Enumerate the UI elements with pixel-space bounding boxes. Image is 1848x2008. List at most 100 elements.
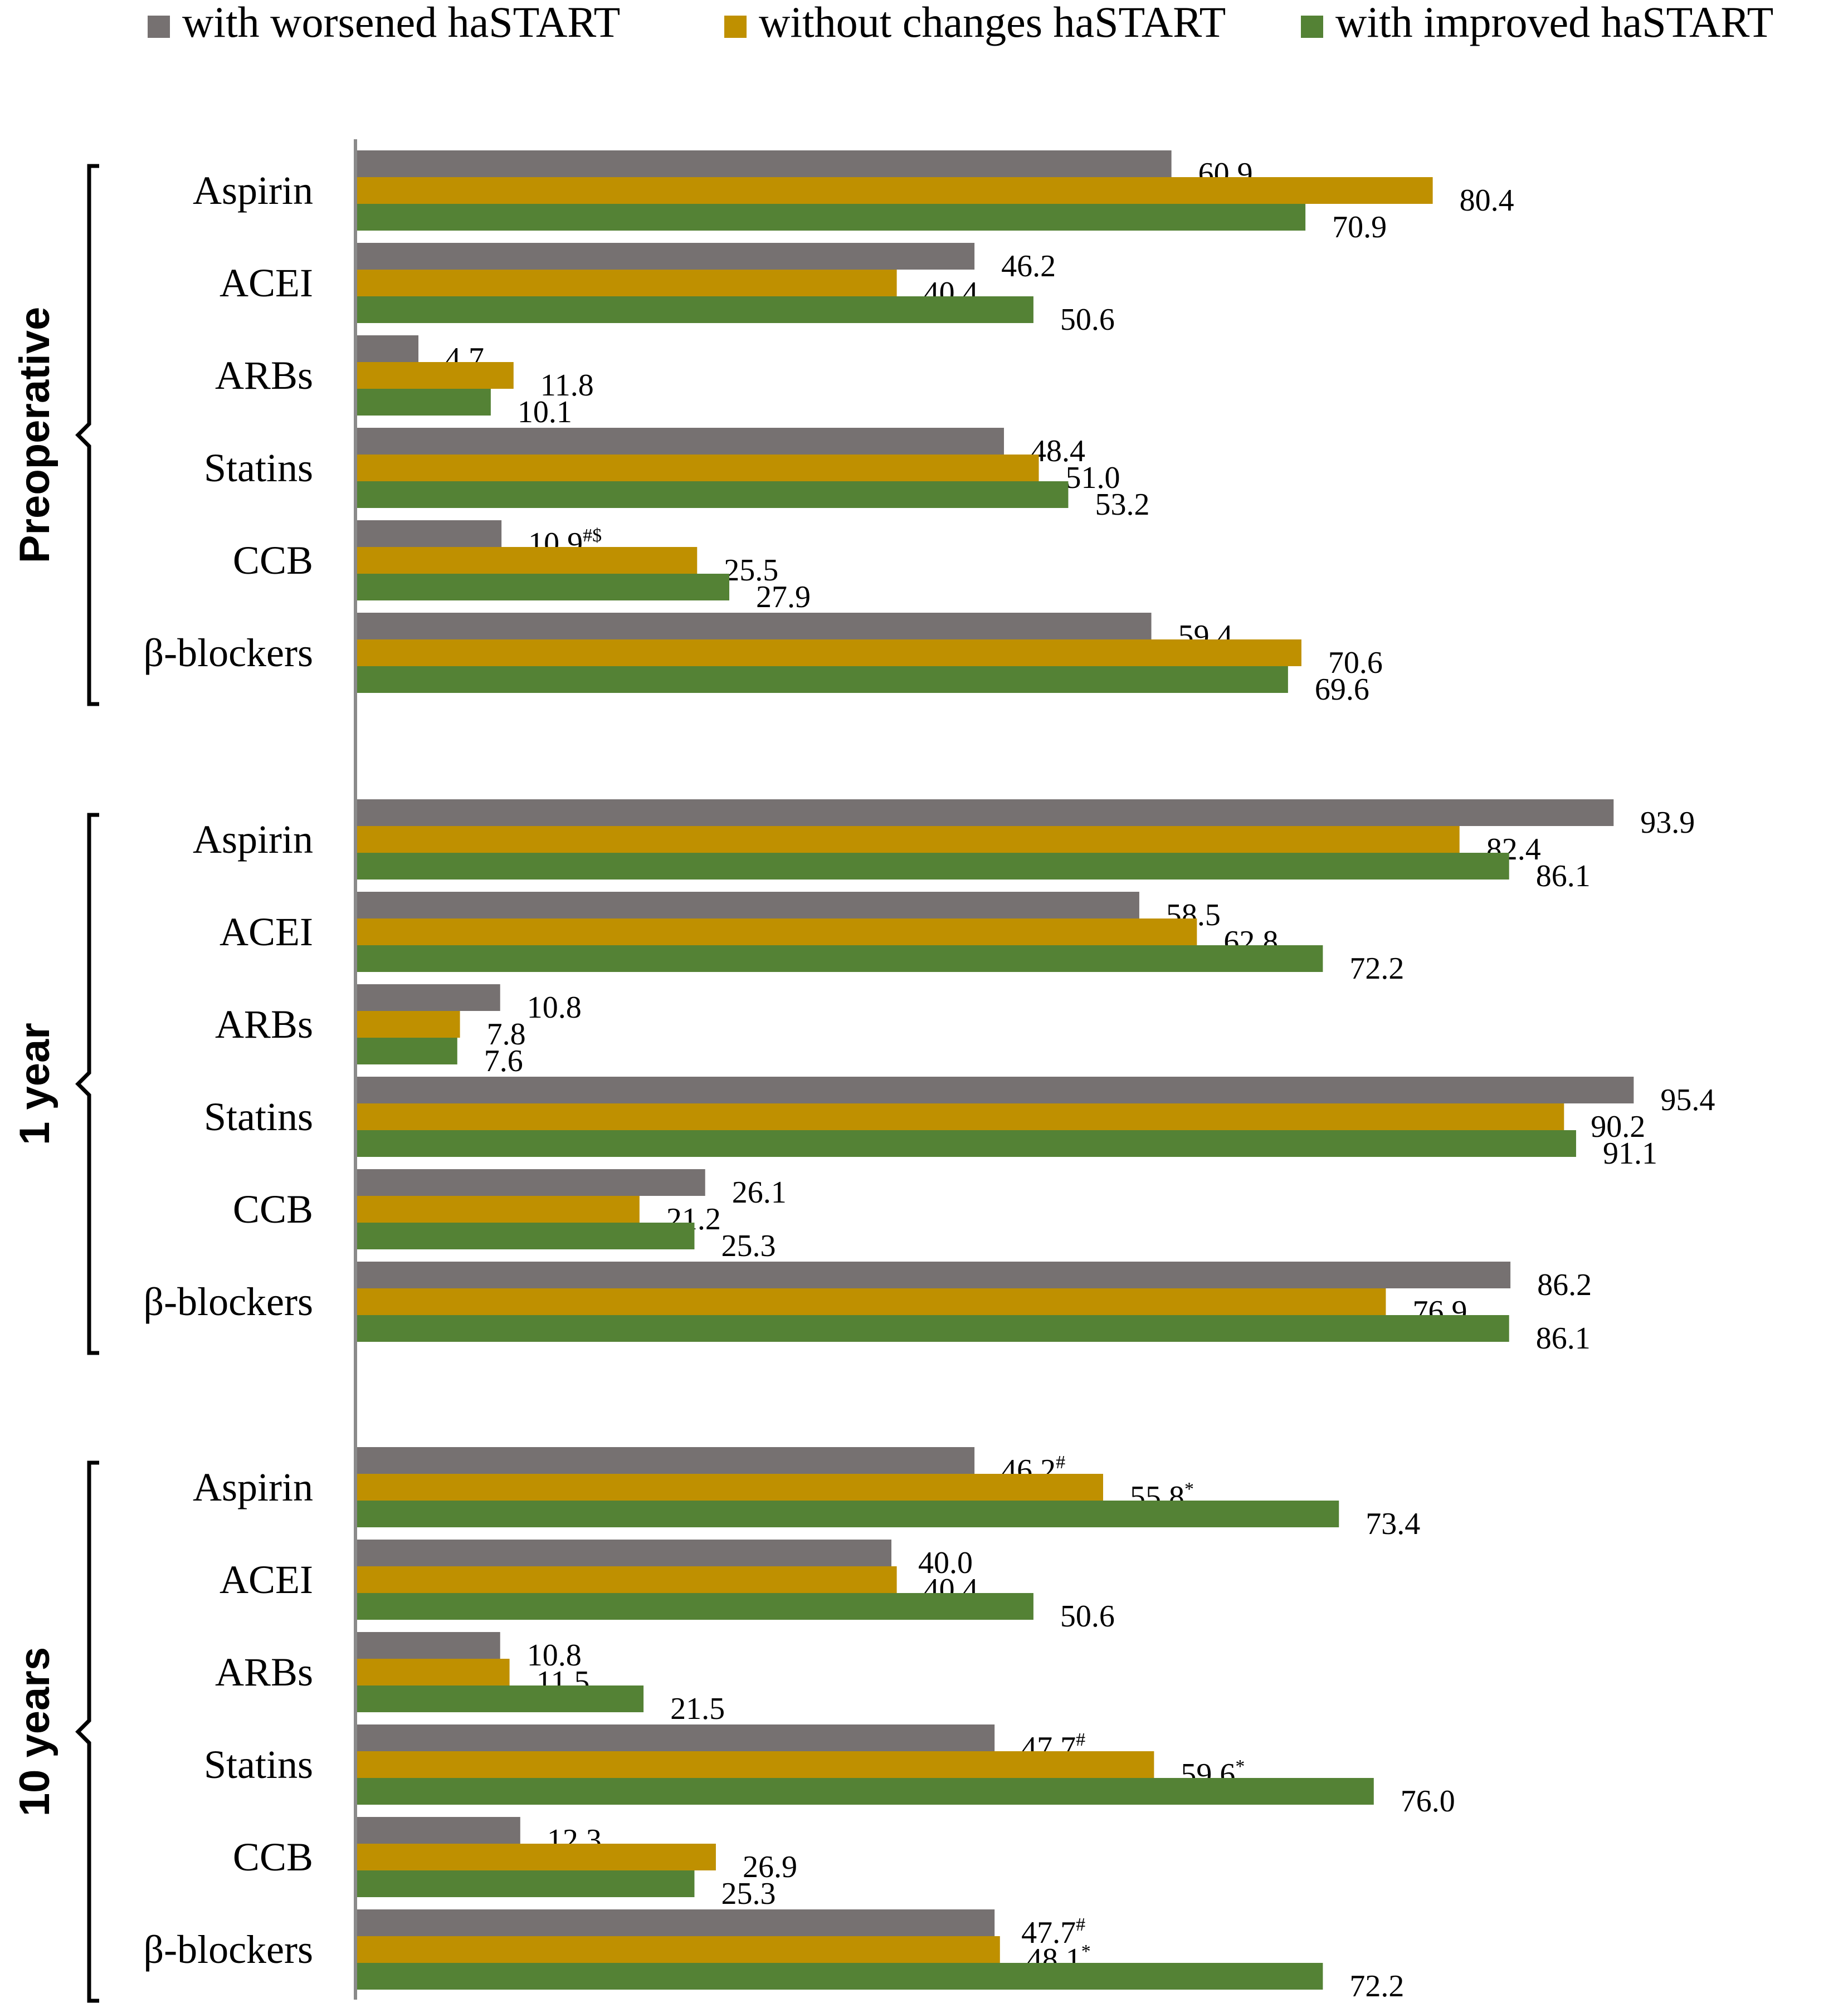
- significance-mark: *: [1081, 1941, 1091, 1962]
- data-label: 26.1: [732, 1175, 787, 1210]
- data-label: 46.2: [1001, 249, 1056, 284]
- category-label: Aspirin: [193, 817, 313, 862]
- bar-with-worsened-hastart: [355, 613, 1152, 639]
- bar-with-improved-hastart: [355, 1315, 1509, 1342]
- category-acei: ACEI 40.040.450.6: [220, 1540, 1115, 1634]
- data-label: 51.0: [1066, 461, 1120, 495]
- significance-mark: #: [1056, 1452, 1065, 1473]
- category-beta-blockers: β-blockers 47.7#48.1*72.2: [143, 1909, 1404, 2004]
- data-label: 91.1: [1603, 1136, 1657, 1171]
- significance-mark: #: [1076, 1914, 1085, 1935]
- group-label: 10 years: [11, 1647, 58, 1816]
- data-label: 7.8: [487, 1017, 526, 1052]
- bar-without-changes-hastart: [355, 1659, 510, 1685]
- data-label: 73.4: [1366, 1507, 1420, 1541]
- legend-item-without-changes-hastart: without changes haSTART: [724, 0, 1226, 46]
- bar-without-changes-hastart: [355, 177, 1433, 204]
- bar-without-changes-hastart: [355, 1103, 1564, 1130]
- legend-item-with-improved-hastart: with improved haSTART: [1301, 0, 1773, 46]
- category-label: β-blockers: [143, 1927, 313, 1972]
- legend-item-with-worsened-hastart: with worsened haSTART: [148, 0, 620, 46]
- group-bracket: [75, 164, 99, 706]
- bar-without-changes-hastart: [355, 362, 514, 389]
- data-label: 80.4: [1460, 183, 1514, 218]
- significance-mark: *: [1235, 1756, 1245, 1777]
- data-label: 25.3: [721, 1877, 776, 1911]
- data-label: 21.5: [670, 1692, 725, 1726]
- bar-with-worsened-hastart: [355, 984, 500, 1011]
- category-label: Statins: [204, 446, 313, 490]
- category-label: ACEI: [220, 261, 313, 305]
- data-label: 48.4: [1031, 434, 1085, 468]
- bar-without-changes-hastart: [355, 1011, 460, 1038]
- legend-label: with worsened haSTART: [182, 0, 620, 46]
- legend: with worsened haSTART without changes haS…: [148, 0, 1773, 46]
- bar-with-improved-hastart: [355, 574, 729, 600]
- category-aspirin: Aspirin 93.982.486.1: [193, 799, 1695, 893]
- data-label: 25.3: [721, 1229, 776, 1263]
- bar-with-improved-hastart: [355, 1685, 644, 1712]
- bar-without-changes-hastart: [355, 1196, 640, 1223]
- group-bracket: [75, 1460, 99, 2003]
- data-label: 93.9: [1640, 805, 1695, 840]
- bar-without-changes-hastart: [355, 1474, 1103, 1501]
- group-label: 1 year: [11, 1023, 58, 1145]
- bar-without-changes-hastart: [355, 918, 1197, 945]
- data-label: 86.1: [1536, 1321, 1591, 1356]
- significance-mark: #: [1076, 1729, 1085, 1750]
- data-label: 72.2: [1349, 1969, 1404, 2004]
- bar-without-changes-hastart: [355, 1844, 716, 1870]
- bar-with-improved-hastart: [355, 1870, 695, 1897]
- data-label: 25.5: [724, 553, 778, 588]
- bar-with-worsened-hastart: [355, 428, 1005, 455]
- category-label: ARBs: [215, 353, 313, 398]
- category-label: Statins: [204, 1742, 313, 1787]
- category-statins: Statins 48.451.053.2: [204, 428, 1149, 522]
- bar-with-worsened-hastart: [355, 520, 502, 547]
- category-label: Aspirin: [193, 168, 313, 213]
- legend-swatch: [724, 16, 747, 38]
- data-label: 90.2: [1591, 1110, 1645, 1144]
- bar-with-improved-hastart: [355, 853, 1509, 880]
- category-ccb: CCB 26.121.225.3: [233, 1169, 787, 1263]
- data-label: 76.0: [1401, 1784, 1455, 1819]
- bar-with-worsened-hastart: [355, 1262, 1511, 1288]
- category-label: CCB: [233, 1187, 313, 1232]
- category-label: β-blockers: [143, 1279, 313, 1324]
- bar-with-improved-hastart: [355, 1038, 457, 1064]
- bar-with-worsened-hastart: [355, 1909, 995, 1936]
- category-statins: Statins 47.7#59.6*76.0: [204, 1724, 1455, 1819]
- data-label: 10.8: [527, 990, 582, 1025]
- bar-without-changes-hastart: [355, 639, 1301, 666]
- category-acei: ACEI 58.562.872.2: [220, 892, 1404, 986]
- data-label: 69.6: [1315, 672, 1369, 707]
- category-ccb: CCB 12.326.925.3: [233, 1817, 797, 1911]
- bar-with-improved-hastart: [355, 1778, 1374, 1805]
- significance-mark: #$: [583, 525, 602, 546]
- category-label: CCB: [233, 538, 313, 583]
- bar-with-improved-hastart: [355, 1223, 695, 1249]
- category-aspirin: Aspirin 46.2#55.8*73.4: [193, 1447, 1420, 1541]
- bar-without-changes-hastart: [355, 547, 698, 574]
- bar-with-improved-hastart: [355, 1963, 1323, 1990]
- bar-without-changes-hastart: [355, 1566, 897, 1593]
- bar-with-worsened-hastart: [355, 1169, 705, 1196]
- bar-with-improved-hastart: [355, 1130, 1576, 1157]
- bar-without-changes-hastart: [355, 1751, 1154, 1778]
- data-label: 86.1: [1536, 859, 1591, 893]
- data-label: 26.9: [743, 1850, 797, 1884]
- data-label: 86.2: [1537, 1268, 1592, 1302]
- legend-label: with improved haSTART: [1335, 0, 1773, 46]
- category-label: ARBs: [215, 1650, 313, 1694]
- category-label: ARBs: [215, 1002, 313, 1047]
- bar-with-improved-hastart: [355, 1501, 1339, 1527]
- data-label: 50.6: [1060, 302, 1115, 337]
- data-label: 70.6: [1328, 646, 1383, 680]
- data-label: 27.9: [756, 580, 811, 614]
- bar-with-improved-hastart: [355, 389, 491, 416]
- category-statins: Statins 95.4 90.291.1: [204, 1077, 1715, 1171]
- bar-with-worsened-hastart: [355, 1077, 1634, 1103]
- category-beta-blockers: β-blockers 86.276.986.1: [143, 1262, 1592, 1356]
